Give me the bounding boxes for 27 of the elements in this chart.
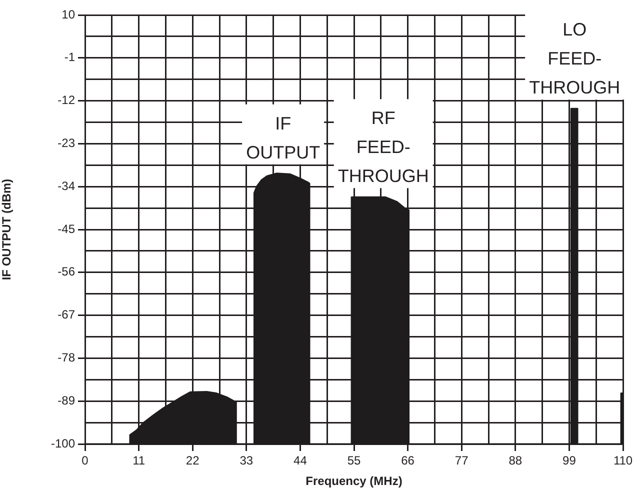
x-tick-label: 66 bbox=[401, 454, 415, 468]
x-tick-label: 0 bbox=[82, 454, 89, 468]
y-tick-label: -89 bbox=[58, 393, 76, 408]
y-tick-label: -67 bbox=[58, 308, 76, 322]
y-tick-label: -1 bbox=[64, 50, 76, 64]
y-tick-label: -78 bbox=[58, 350, 76, 365]
annotation: RF FEED- THROUGH bbox=[338, 108, 429, 186]
y-tick-label: -12 bbox=[58, 93, 76, 108]
x-tick-label: 110 bbox=[613, 454, 633, 468]
x-tick-label: 33 bbox=[240, 454, 254, 468]
y-tick-label: 10 bbox=[62, 7, 76, 22]
x-tick-label: 99 bbox=[562, 454, 576, 468]
x-tick-label: 44 bbox=[294, 454, 308, 468]
annotation: IF OUTPUT bbox=[246, 113, 320, 162]
y-tick-label: -23 bbox=[58, 136, 76, 150]
y-tick-label: -56 bbox=[58, 264, 76, 279]
x-tick-label: 55 bbox=[347, 454, 361, 468]
x-tick-label: 11 bbox=[132, 454, 146, 468]
y-tick-label: -34 bbox=[58, 178, 76, 193]
y-axis-title: IF OUTPUT (dBm) bbox=[0, 178, 14, 280]
x-tick-label: 77 bbox=[454, 454, 469, 468]
y-tick-label: -100 bbox=[50, 436, 76, 450]
x-axis-title: Frequency (MHz) bbox=[306, 474, 402, 488]
x-tick-label: 88 bbox=[508, 454, 522, 468]
x-tick-label: 22 bbox=[186, 454, 200, 468]
annotation: LO FEED- THROUGH bbox=[529, 20, 620, 98]
y-tick-label: -45 bbox=[58, 222, 76, 236]
